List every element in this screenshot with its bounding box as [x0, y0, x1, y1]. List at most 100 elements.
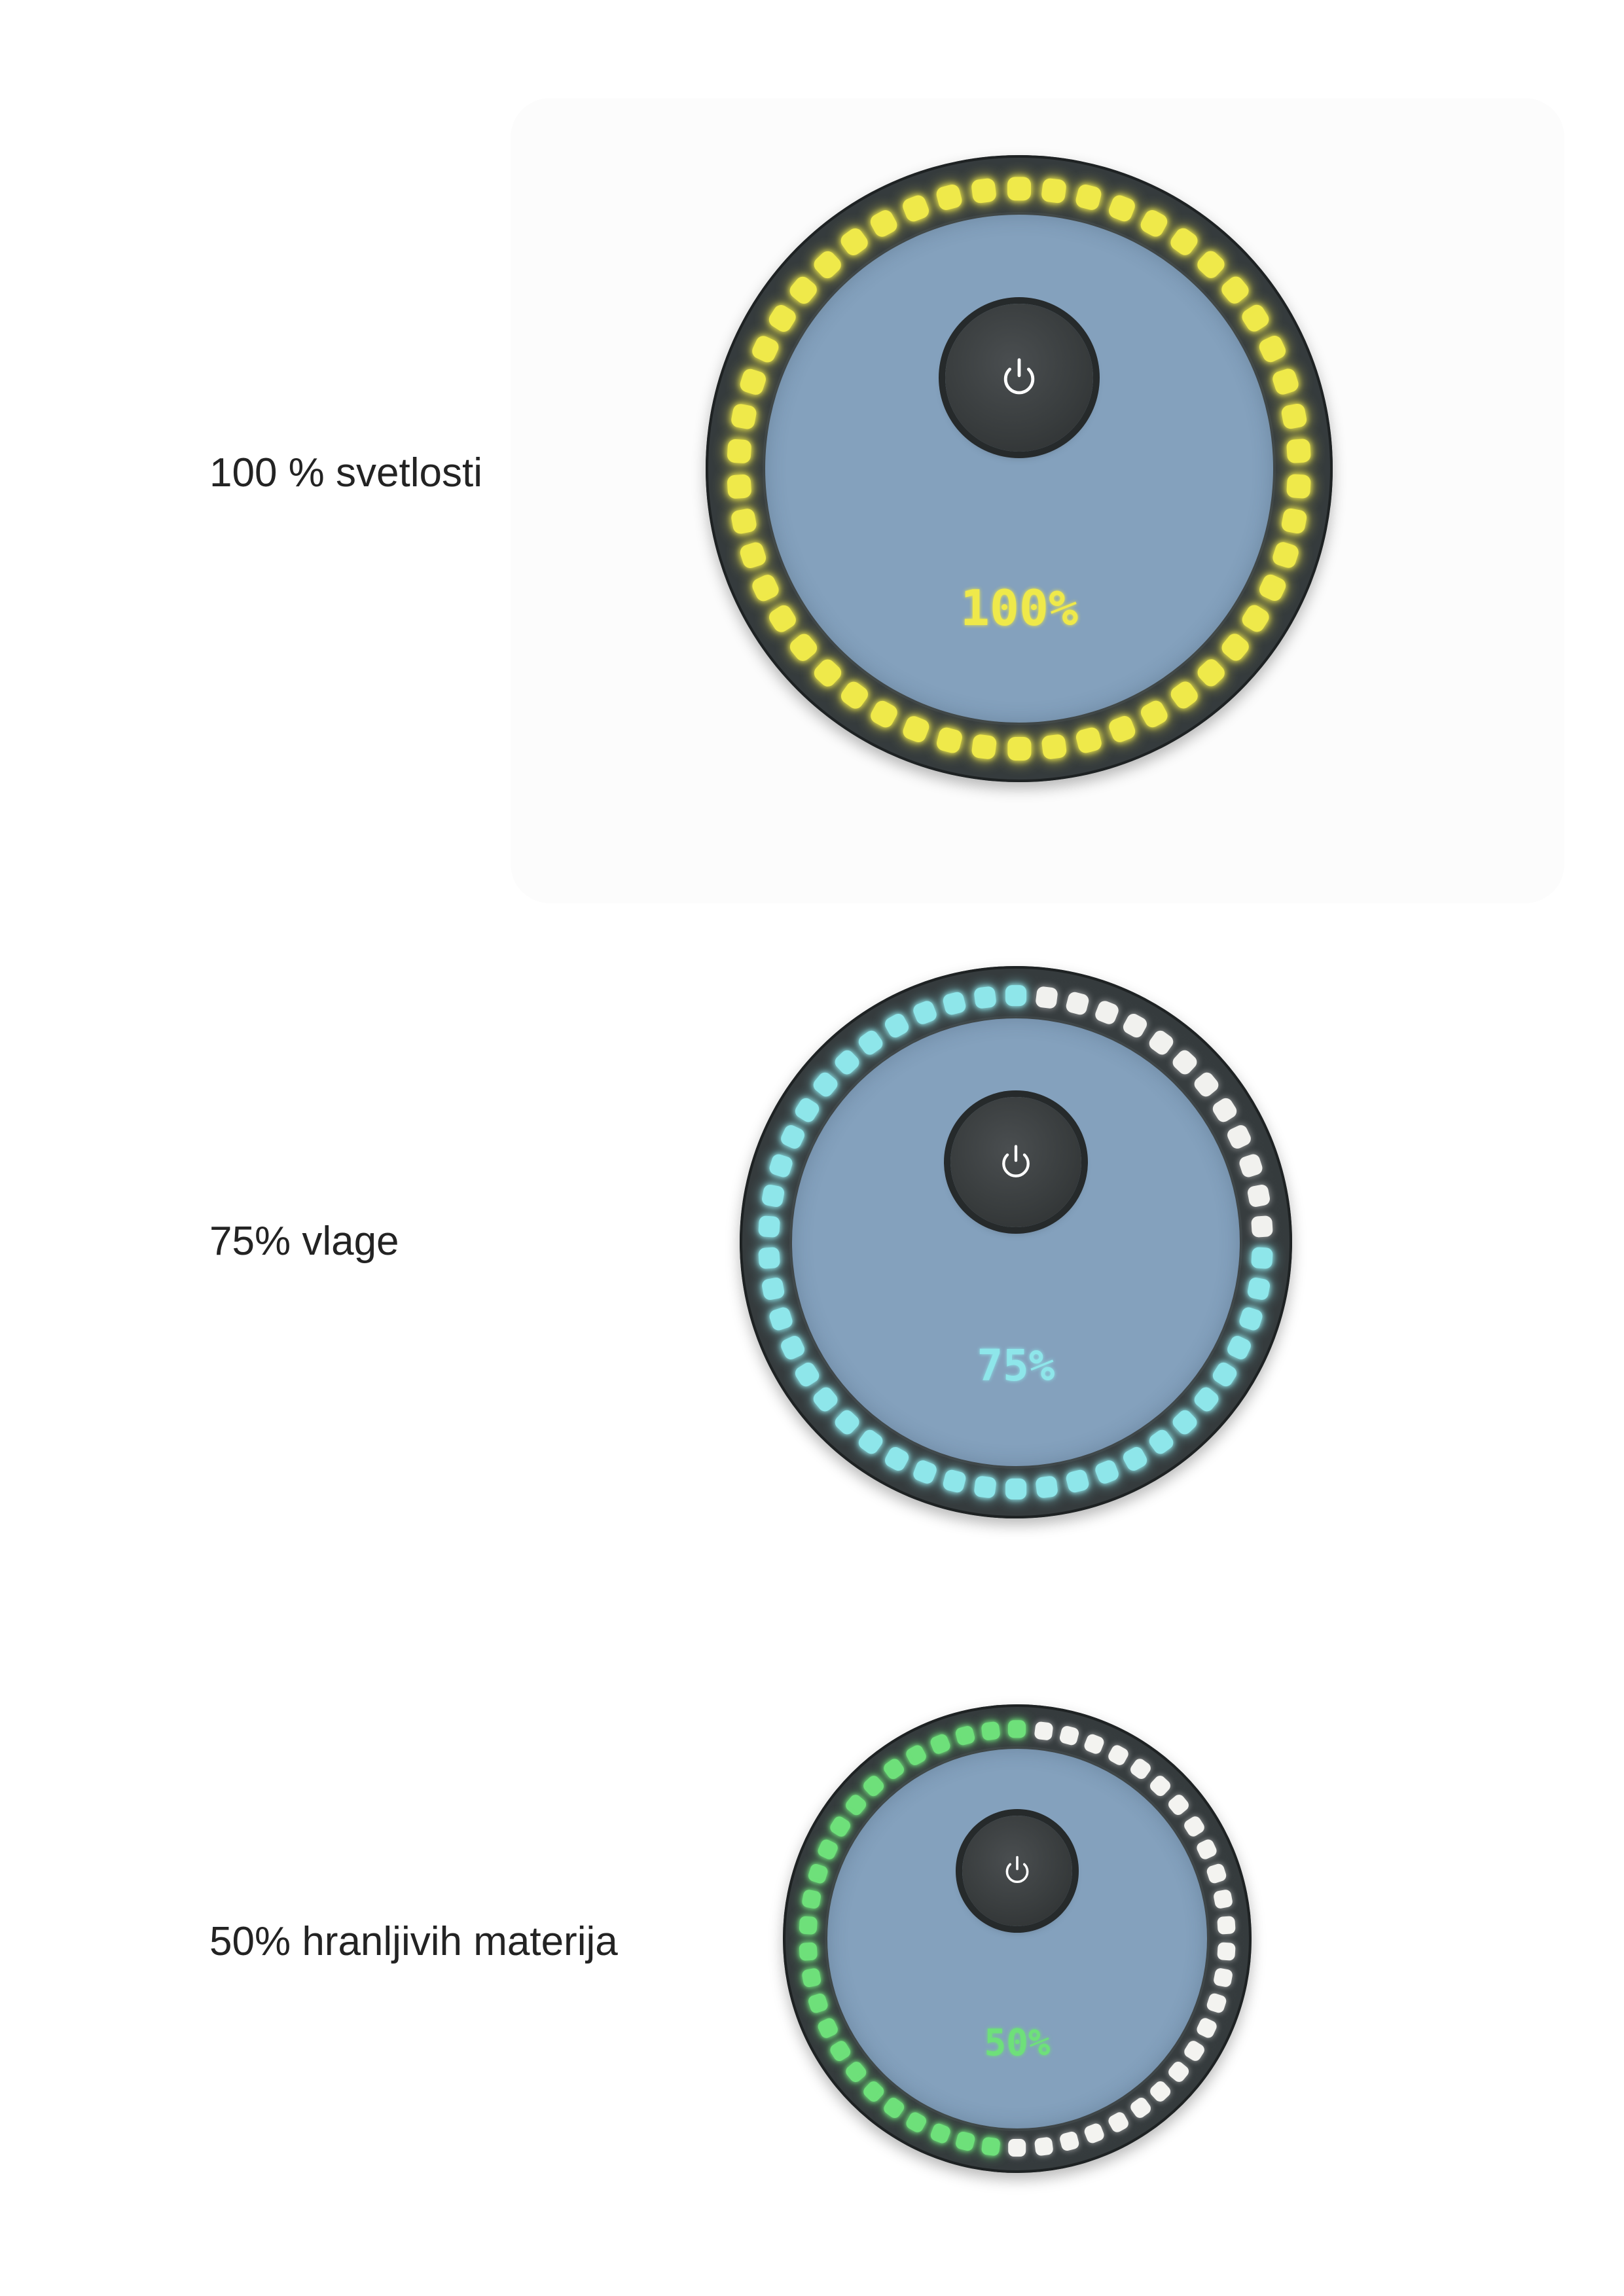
moisture-percentage-readout: 75%: [977, 1340, 1055, 1391]
led-segment: [837, 679, 871, 712]
led-segment: [758, 1246, 781, 1269]
led-segment: [1257, 333, 1289, 365]
led-segment: [1194, 247, 1228, 281]
led-segment: [935, 725, 964, 755]
led-segment: [856, 1028, 886, 1058]
led-segment: [1146, 1427, 1176, 1457]
light-power-button[interactable]: [945, 304, 1094, 452]
led-segment: [1271, 367, 1301, 397]
power-icon: [1005, 1856, 1029, 1884]
led-segment: [1035, 1475, 1059, 1499]
led-segment: [904, 2109, 929, 2134]
led-segment: [786, 630, 820, 664]
light-percentage-readout: 100%: [960, 580, 1078, 637]
led-segment: [1064, 990, 1091, 1016]
light-dial: 100%: [706, 155, 1333, 782]
led-segment: [904, 1743, 929, 1767]
led-segment: [1033, 2136, 1054, 2157]
led-segment: [1005, 984, 1027, 1006]
led-segment: [737, 540, 768, 571]
led-segment: [793, 1095, 822, 1124]
led-segment: [900, 192, 931, 224]
led-segment: [861, 2079, 887, 2104]
led-segment: [727, 473, 752, 499]
led-segment: [1170, 1047, 1200, 1077]
led-segment: [970, 177, 998, 204]
led-segment: [1007, 176, 1032, 200]
led-segment: [1239, 302, 1272, 335]
led-segment: [1167, 679, 1201, 712]
led-segment: [1083, 2121, 1106, 2145]
led-segment: [737, 367, 768, 397]
led-segment: [1225, 1123, 1254, 1151]
led-segment: [882, 1011, 912, 1041]
led-segment: [799, 1942, 818, 1962]
led-segment: [1107, 713, 1138, 745]
led-segment: [1251, 1215, 1274, 1238]
led-segment: [1007, 737, 1032, 761]
power-icon: [1003, 358, 1035, 395]
led-segment: [1008, 2139, 1026, 2157]
led-segment: [1058, 2130, 1081, 2153]
led-segment: [810, 1069, 840, 1100]
led-segment: [1286, 473, 1312, 499]
led-segment: [1147, 2079, 1174, 2104]
nutrients-dial: 50%: [783, 1704, 1252, 2173]
led-segment: [900, 713, 931, 745]
led-segment: [1033, 1721, 1054, 1741]
nutrients-led-ring: [783, 1704, 1252, 2173]
led-segment: [843, 1792, 869, 1818]
led-segment: [1218, 273, 1252, 307]
led-segment: [1035, 985, 1059, 1009]
led-segment: [1107, 192, 1138, 224]
led-segment: [1058, 1725, 1081, 1747]
led-segment: [749, 333, 782, 365]
led-segment: [911, 999, 939, 1027]
led-segment: [810, 656, 844, 690]
moisture-power-button[interactable]: [950, 1097, 1081, 1228]
led-segment: [954, 2130, 976, 2153]
led-segment: [861, 1773, 887, 1799]
led-segment: [761, 1183, 786, 1209]
nutrients-power-button[interactable]: [962, 1815, 1073, 1926]
led-segment: [801, 1889, 822, 1910]
led-segment: [941, 1468, 967, 1494]
led-segment: [935, 183, 964, 212]
led-segment: [973, 1475, 997, 1499]
led-segment: [730, 402, 758, 431]
led-segment: [832, 1047, 862, 1077]
led-segment: [832, 1407, 862, 1437]
led-segment: [970, 733, 998, 761]
led-segment: [1106, 2109, 1130, 2134]
led-segment: [1280, 507, 1308, 535]
led-segment: [1064, 1468, 1091, 1494]
nutrients-level-label: 50% hranljivih materija: [209, 1919, 618, 1964]
led-segment: [954, 1725, 976, 1747]
led-segment: [1167, 225, 1201, 259]
led-segment: [881, 2095, 907, 2121]
led-segment: [1182, 1814, 1206, 1839]
led-segment: [1205, 1992, 1228, 2015]
moisture-led-ring: [740, 966, 1292, 1518]
led-segment: [1286, 438, 1312, 464]
led-segment: [1093, 999, 1121, 1027]
led-segment: [867, 698, 901, 730]
led-segment: [1128, 2095, 1153, 2121]
led-segment: [1212, 1967, 1234, 1988]
led-segment: [1237, 1153, 1264, 1179]
led-segment: [761, 1276, 786, 1301]
led-segment: [1246, 1276, 1271, 1301]
led-segment: [806, 1862, 829, 1886]
led-segment: [1194, 656, 1228, 690]
moisture-dial: 75%: [740, 966, 1292, 1518]
led-segment: [1191, 1384, 1221, 1415]
led-segment: [981, 1721, 1001, 1741]
led-segment: [843, 2059, 869, 2085]
light-dial-face: [765, 215, 1273, 723]
led-segment: [758, 1215, 781, 1238]
led-segment: [867, 207, 901, 240]
led-segment: [767, 1305, 795, 1332]
led-segment: [1237, 1305, 1264, 1332]
led-segment: [810, 247, 844, 281]
light-led-ring: [706, 155, 1333, 782]
